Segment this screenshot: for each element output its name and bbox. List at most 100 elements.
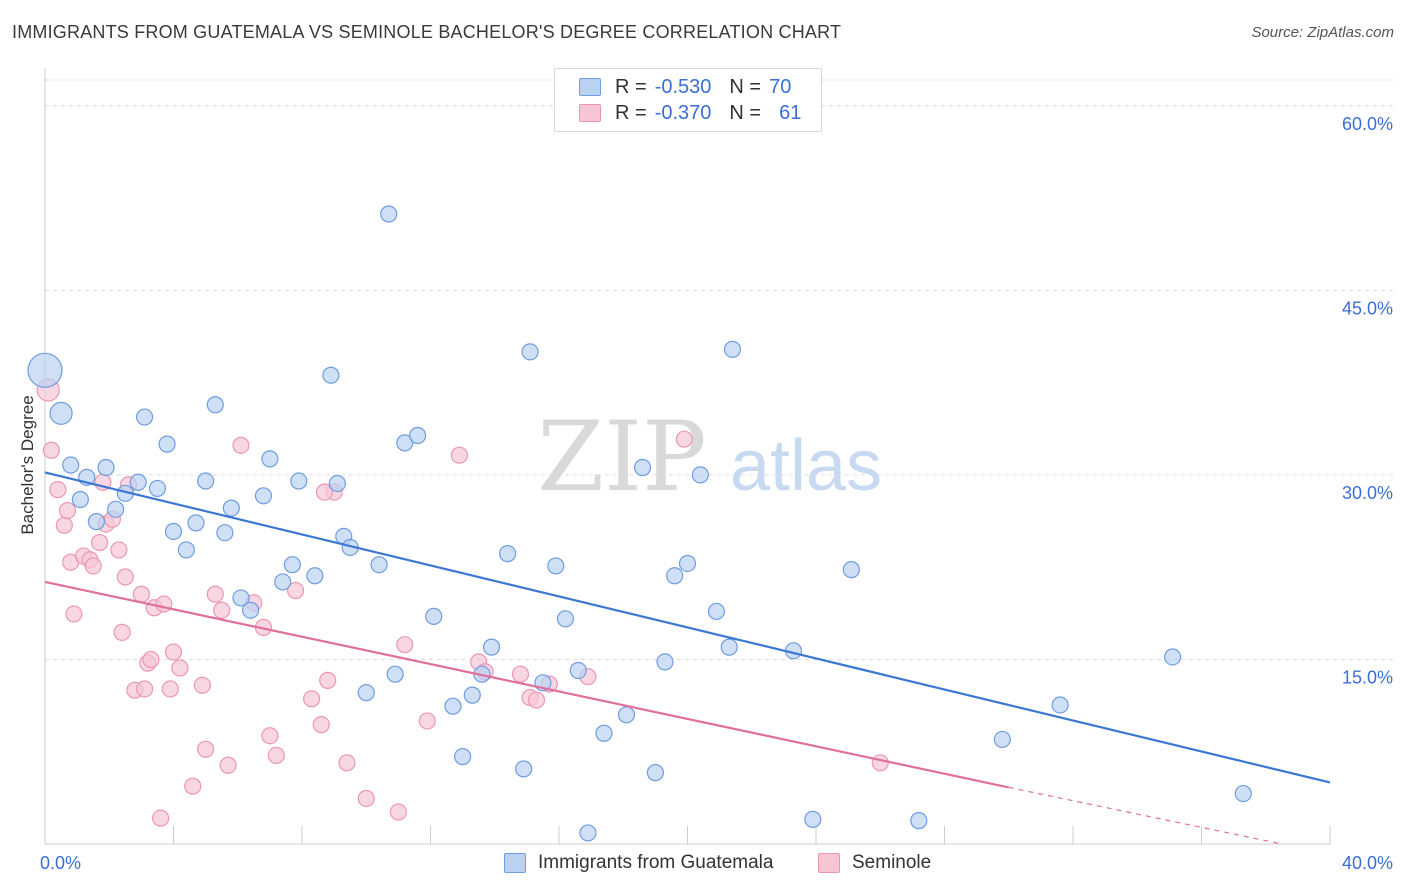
- n-value-seminole: 61: [779, 101, 802, 124]
- seminole-point: [871, 754, 889, 772]
- guatemala-point: [425, 607, 443, 625]
- guatemala-point: [595, 724, 613, 742]
- seminole-point: [135, 680, 154, 698]
- seminole-point: [161, 680, 179, 698]
- seminole-point: [42, 441, 61, 459]
- seminole-point: [65, 605, 83, 623]
- guatemala-point: [691, 466, 709, 484]
- seminole-point: [675, 430, 693, 448]
- guatemala-point: [804, 810, 822, 828]
- seminole-point: [315, 483, 334, 501]
- guatemala-point: [454, 748, 472, 766]
- seminole-point: [132, 585, 150, 603]
- guatemala-point: [910, 812, 928, 830]
- guatemala-point: [547, 557, 565, 575]
- guatemala-point: [242, 601, 260, 619]
- seminole-point: [55, 516, 73, 534]
- seminole-point: [267, 746, 285, 765]
- seminole-point: [319, 671, 337, 689]
- seminole-point: [219, 756, 237, 774]
- stats-legend: R = -0.530 N = 70 R = -0.370 N = 61: [554, 68, 822, 132]
- legend-item-seminole[interactable]: Seminole: [818, 852, 931, 874]
- seminole-point: [232, 436, 250, 454]
- r-label: R =: [615, 101, 647, 124]
- swatch-guatemala: [579, 78, 601, 96]
- legend-swatch-seminole: [818, 853, 840, 873]
- guatemala-point: [370, 556, 388, 574]
- legend-swatch-guatemala: [504, 853, 526, 873]
- guatemala-point: [107, 500, 125, 518]
- seminole-point: [338, 754, 356, 772]
- guatemala-point: [633, 458, 652, 477]
- seminole-point: [184, 777, 202, 795]
- guatemala-point: [164, 522, 183, 541]
- n-value-guatemala: 70: [769, 75, 792, 98]
- seminole-point: [418, 712, 436, 730]
- guatemala-point: [386, 665, 404, 683]
- seminole-point: [91, 533, 109, 552]
- watermark-zip: ZIP: [537, 401, 706, 513]
- guatemala-point: [723, 340, 742, 358]
- n-label: N =: [729, 75, 762, 98]
- guatemala-point: [135, 408, 154, 426]
- guatemala-point: [322, 366, 340, 384]
- guatemala-point: [27, 352, 63, 388]
- source-label: Source: ZipAtlas.com: [1251, 24, 1394, 41]
- guatemala-point: [87, 513, 106, 531]
- guatemala-point: [97, 458, 115, 477]
- guatemala-point: [216, 524, 234, 542]
- seminole-point: [84, 557, 102, 575]
- seminole-point: [357, 789, 375, 808]
- guatemala-point: [158, 435, 176, 453]
- grid-lines: [45, 79, 1395, 660]
- guatemala-point: [666, 567, 684, 585]
- stats-row-seminole: R = -0.370 N = 61: [579, 101, 801, 125]
- guatemala-point: [463, 686, 481, 704]
- seminole-point: [389, 803, 407, 821]
- guatemala-point: [274, 573, 292, 591]
- seminole-point: [286, 581, 305, 600]
- guatemala-point: [49, 401, 73, 425]
- seminole-point: [110, 541, 128, 559]
- seminole-point: [206, 585, 224, 603]
- guatemala-point: [569, 661, 587, 680]
- guatemala-point: [515, 760, 533, 778]
- seminole-point: [213, 601, 231, 619]
- guatemala-point: [232, 589, 250, 607]
- guatemala-point: [579, 824, 597, 842]
- axes: [44, 68, 1331, 845]
- guatemala-point: [129, 473, 147, 491]
- guatemala-point: [177, 541, 195, 559]
- y-tick-label: 60.0%: [1342, 114, 1393, 134]
- guatemala-point: [306, 567, 324, 585]
- watermark-atlas: atlas: [730, 426, 882, 506]
- guatemala-point: [283, 556, 301, 574]
- trend-line-seminole-extension: [1008, 786, 1282, 845]
- y-tick-label: 30.0%: [1342, 483, 1393, 503]
- guatemala-point: [842, 561, 860, 579]
- seminole-point: [142, 650, 160, 669]
- seminole-point: [396, 636, 414, 654]
- guatemala-point: [261, 450, 279, 468]
- seminole-point: [312, 716, 330, 734]
- guatemala-point: [206, 396, 224, 414]
- seminole-point: [450, 446, 469, 464]
- x-tick-label: 0.0%: [40, 853, 81, 873]
- guatemala-point: [148, 479, 167, 498]
- seminole-point: [511, 665, 530, 683]
- swatch-seminole: [579, 104, 601, 122]
- guatemala-point: [187, 514, 205, 532]
- y-tick-label: 45.0%: [1342, 298, 1393, 318]
- legend-item-guatemala[interactable]: Immigrants from Guatemala: [504, 852, 773, 874]
- seminole-point: [116, 568, 134, 586]
- series-legend: Immigrants from Guatemala Seminole: [0, 852, 1406, 878]
- r-value-guatemala: -0.530: [654, 75, 712, 98]
- guatemala-point: [678, 554, 697, 573]
- legend-label-seminole: Seminole: [852, 852, 932, 873]
- trend-line-guatemala: [44, 471, 1331, 784]
- seminole-point: [193, 676, 212, 694]
- n-label: N =: [729, 101, 762, 124]
- guatemala-point: [444, 697, 462, 715]
- trend-lines: [44, 471, 1331, 845]
